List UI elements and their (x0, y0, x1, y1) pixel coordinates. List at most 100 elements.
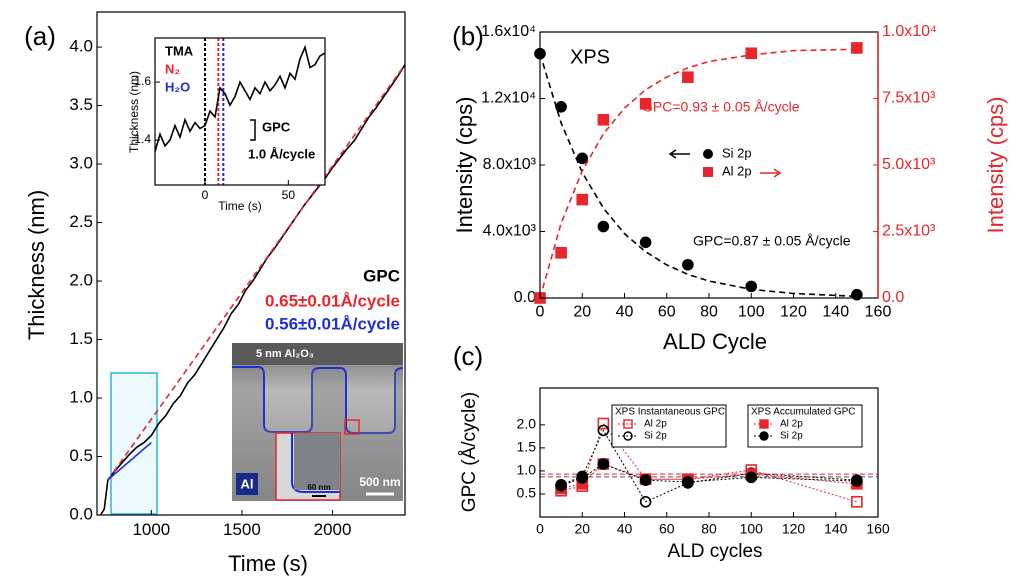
point (597, 424, 610, 437)
y-tick-label: 4.0 (69, 37, 93, 56)
x-tick-label: 0 (202, 188, 209, 202)
y-tick-label: 2.0 (517, 416, 537, 432)
point (597, 113, 610, 126)
plot-frame (96, 11, 406, 516)
point (639, 236, 652, 249)
panel-label: (c) (453, 341, 483, 371)
point (639, 495, 652, 508)
tem-top-layer (232, 343, 403, 365)
y-tick-label: 0.0 (69, 504, 93, 523)
legend-box (611, 404, 727, 448)
x-tick-label: 0 (536, 520, 544, 536)
y-tick-label: 0.5 (517, 485, 537, 501)
series-line (99, 64, 406, 516)
plot-frame (154, 37, 326, 186)
tem-image (232, 343, 404, 501)
x-axis-title: Time (s) (218, 199, 262, 213)
annotation: 0.56±0.01Å/cycle (265, 314, 400, 333)
legend-label: Si 2p (722, 145, 752, 160)
y2-tick-label: 7.5x10³ (882, 90, 936, 107)
panel-label: (b) (452, 21, 484, 51)
y2-tick-label: 1.0x10⁴ (882, 23, 937, 40)
y-tick-label: 3.5 (69, 95, 93, 114)
point (576, 193, 589, 206)
point (682, 476, 694, 488)
plot-frame (539, 387, 879, 518)
y-tick-label: 8.0x10³ (483, 156, 537, 173)
point (682, 258, 694, 271)
point (576, 152, 589, 165)
annotation: 500 nm (359, 475, 400, 489)
y2-tick-label: 0.0 (882, 289, 904, 306)
y-tick-label: 3.0 (69, 154, 93, 173)
y-tick-label: 2.0 (69, 271, 93, 290)
legend-marker (759, 431, 769, 441)
y-tick-label: 1.2x10⁴ (481, 90, 536, 107)
x-tick-label: 120 (782, 520, 806, 536)
legend-title: XPS Accumulated GPC (751, 407, 856, 418)
y-tick-label: 1.4 (134, 132, 151, 146)
x-tick-label: 20 (574, 520, 590, 536)
x-axis-title: ALD Cycle (663, 329, 767, 354)
point (745, 471, 758, 484)
annotation: GPC=0.93 ± 0.05 Å/cycle (642, 99, 800, 115)
legend-label: Al 2p (780, 419, 803, 430)
x-tick-label: 160 (865, 304, 892, 321)
annotation: 0.65±0.01Å/cycle (265, 291, 400, 310)
y-tick-label: 1.0 (69, 388, 93, 407)
x-tick-label: 1000 (132, 520, 170, 539)
annotation: 60 nm (307, 483, 330, 492)
gpc-scale-bar (250, 119, 256, 141)
series-line (539, 53, 857, 298)
y-tick-label: 2.5 (69, 212, 93, 231)
legend-marker (623, 431, 633, 441)
x-axis-title: ALD cycles (667, 541, 762, 562)
point (639, 474, 652, 486)
legend-marker (623, 419, 633, 429)
x-tick-label: 20 (573, 304, 591, 321)
legend-marker (759, 419, 769, 429)
series-line (107, 441, 152, 481)
y2-tick-label: 5.0x10³ (882, 156, 936, 173)
x-tick-label: 60 (659, 520, 675, 536)
x-tick-label: 40 (616, 304, 634, 321)
tem-zoom-box (344, 419, 360, 435)
series-line (560, 429, 857, 503)
y-tick-label: 1.0 (517, 462, 537, 478)
point (639, 98, 652, 110)
y-tick-label: 1.5 (69, 329, 93, 348)
y-axis-title: Thickness (nm) (127, 71, 141, 153)
x-tick-label: 100 (740, 520, 764, 536)
y-axis-title: GPC (Å/cycle) (459, 392, 480, 512)
y-tick-label: 4.0x10³ (483, 223, 537, 240)
x-tick-label: 0 (536, 304, 545, 321)
annotation: GPC (262, 119, 291, 134)
annotation: 5 nm Al₂O₃ (256, 348, 314, 360)
x-tick-label: 120 (780, 304, 807, 321)
y-tick-label: 1.6 (134, 74, 151, 88)
y-tick-label: 1.5 (517, 439, 537, 455)
x-tick-label: 50 (282, 188, 296, 202)
point (851, 475, 863, 487)
y-tick-label: 0.0 (514, 289, 536, 306)
x-tick-label: 1500 (223, 520, 261, 539)
x-axis-title: Time (s) (228, 551, 308, 576)
panel-label: (a) (24, 21, 56, 51)
series-line (539, 48, 857, 299)
annotation: TMA (165, 43, 194, 58)
point (851, 495, 863, 508)
annotation: GPC (363, 266, 400, 285)
series-line (154, 44, 326, 152)
legend-label: Si 2p (780, 431, 803, 442)
point (576, 472, 589, 484)
point (682, 71, 694, 84)
annotation: XPS (570, 46, 610, 68)
point (597, 458, 610, 470)
point (555, 479, 567, 492)
x-tick-label: 40 (617, 520, 633, 536)
y2-tick-label: 2.5x10³ (882, 223, 936, 240)
x-tick-label: 80 (701, 520, 717, 536)
axis-arrow (760, 168, 782, 178)
annotation: 1.0 Å/cycle (248, 146, 315, 161)
